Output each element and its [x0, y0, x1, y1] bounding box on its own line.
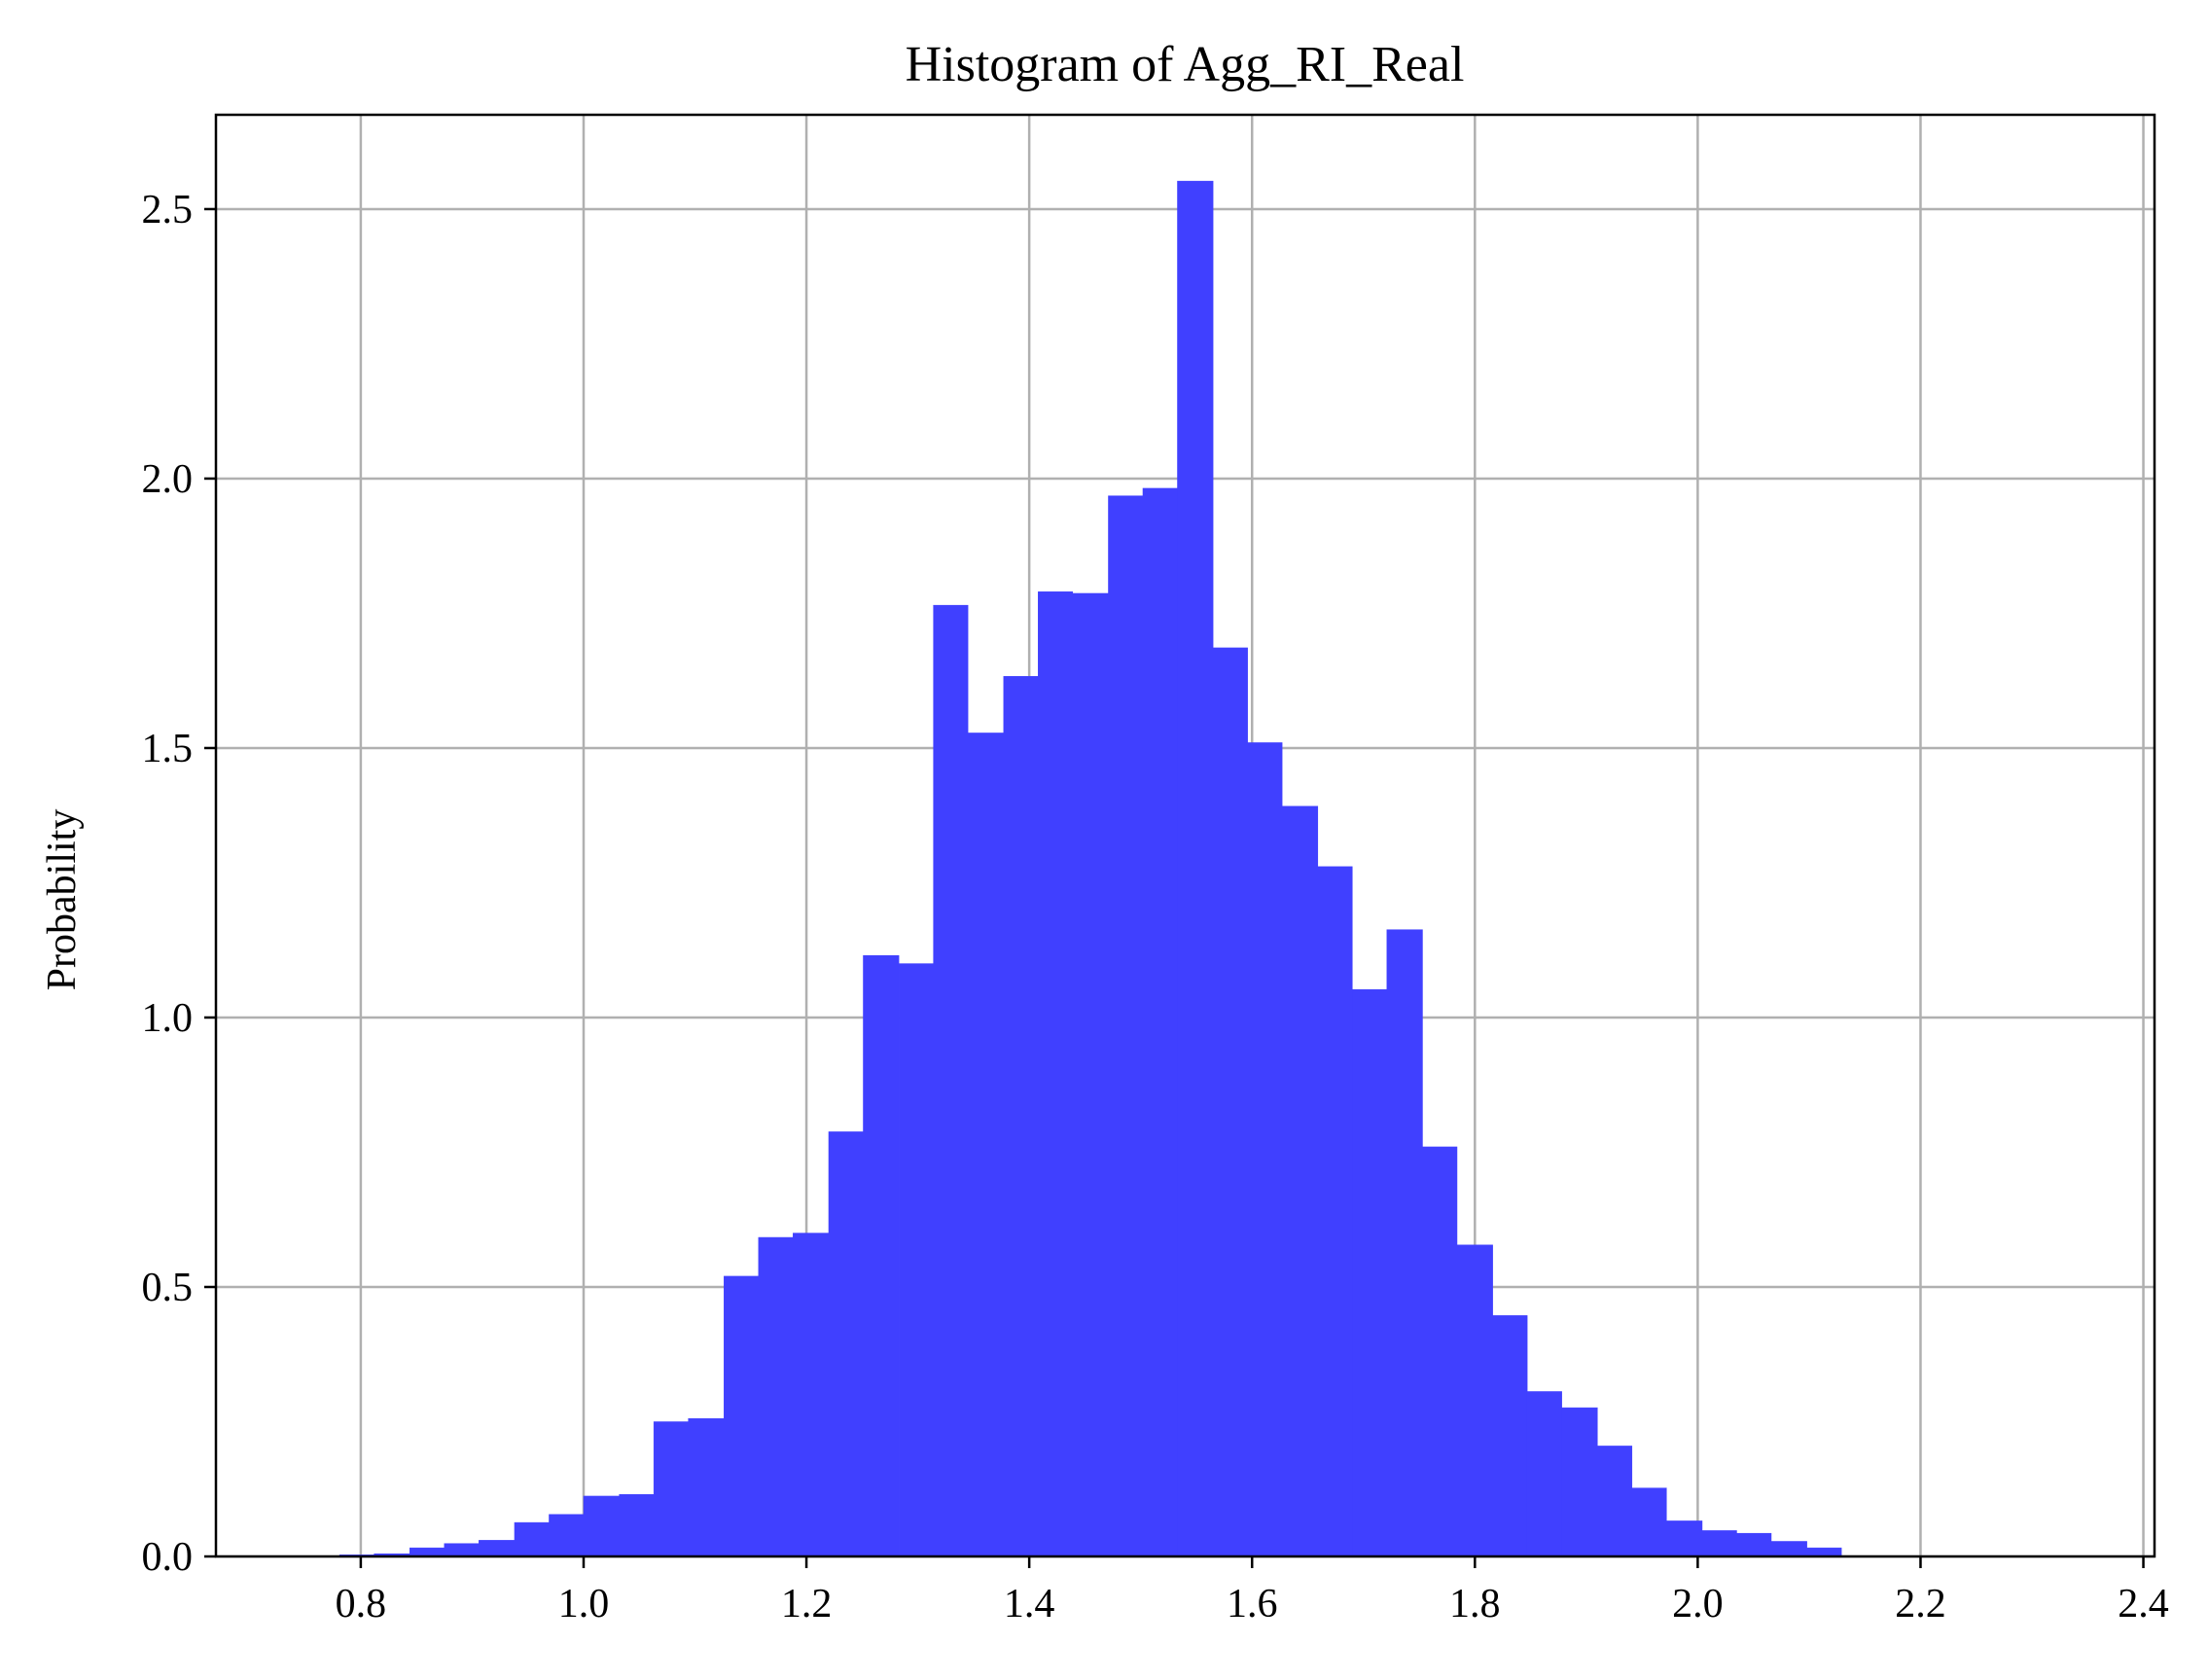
x-tick-label: 1.8 [1449, 1582, 1501, 1626]
axis-ticks: 0.8 1.0 1.2 1.4 1.6 1.8 2.0 2.2 2.4 0.0 0.5 1.0 1.5 2… [142, 188, 2169, 1626]
x-tick-label: 2.2 [1895, 1582, 1946, 1626]
plot-frame [214, 113, 2156, 1558]
histogram-bar [933, 604, 969, 1557]
histogram-bar [724, 1275, 760, 1557]
histogram-bar [1038, 591, 1074, 1557]
histogram-bar [1281, 805, 1319, 1557]
histogram-bar [1352, 988, 1388, 1557]
y-tick-label: 1.5 [142, 727, 194, 771]
x-tick-label: 1.2 [781, 1582, 833, 1626]
histogram-bar [549, 1514, 585, 1557]
histogram-bar [1597, 1446, 1633, 1557]
x-tick-label: 2.0 [1672, 1582, 1724, 1626]
histogram-bar [898, 963, 934, 1557]
x-tick-label: 1.0 [558, 1582, 610, 1626]
histogram-bars [338, 180, 1842, 1557]
histogram-bar [1177, 180, 1214, 1557]
histogram-bar [1806, 1547, 1842, 1557]
histogram-bar [1072, 592, 1109, 1557]
y-tick-label: 1.0 [142, 996, 194, 1041]
histogram-bar [793, 1233, 830, 1557]
y-tick-label: 0.5 [142, 1266, 194, 1310]
histogram-bar [479, 1540, 516, 1557]
histogram-bar [967, 733, 1005, 1557]
y-tick-label: 2.0 [142, 457, 194, 502]
y-axis-label: Probability [40, 809, 85, 991]
histogram-bar [863, 955, 900, 1557]
histogram-bar [1666, 1520, 1703, 1557]
histogram-bar [1701, 1530, 1737, 1557]
histogram-bar [758, 1236, 794, 1557]
histogram-bar [1212, 647, 1248, 1557]
histogram-bar [1456, 1244, 1493, 1557]
x-tick-label: 2.4 [2118, 1582, 2169, 1626]
histogram-bar [1631, 1487, 1667, 1557]
histogram-bar [1561, 1407, 1598, 1557]
y-tick-label: 2.5 [142, 188, 194, 232]
histogram-bar [444, 1543, 480, 1557]
x-tick-label: 1.4 [1004, 1582, 1055, 1626]
histogram-bar [1108, 495, 1144, 1557]
histogram-bar [1736, 1532, 1772, 1557]
histogram-bar [1422, 1146, 1458, 1557]
histogram-bar [1770, 1541, 1807, 1557]
y-tick-label: 0.0 [142, 1535, 194, 1580]
histogram-bar [1492, 1315, 1528, 1557]
histogram-bar [828, 1131, 864, 1557]
histogram-bar [410, 1547, 445, 1557]
histogram-bar [619, 1494, 655, 1557]
chart-title: Histogram of Agg_RI_Real [906, 37, 1465, 92]
histogram-bar [1526, 1391, 1562, 1557]
x-tick-label: 0.8 [336, 1582, 387, 1626]
histogram-bar [1386, 929, 1423, 1557]
histogram-bar [688, 1417, 725, 1557]
histogram-bar [583, 1495, 620, 1557]
histogram-bar [1247, 742, 1283, 1557]
histogram-bar [653, 1421, 689, 1557]
histogram-bar [514, 1521, 550, 1557]
x-tick-label: 1.6 [1227, 1582, 1278, 1626]
histogram-bar [1317, 866, 1353, 1557]
histogram-bar [1003, 676, 1039, 1557]
histogram-bar [1142, 487, 1178, 1557]
